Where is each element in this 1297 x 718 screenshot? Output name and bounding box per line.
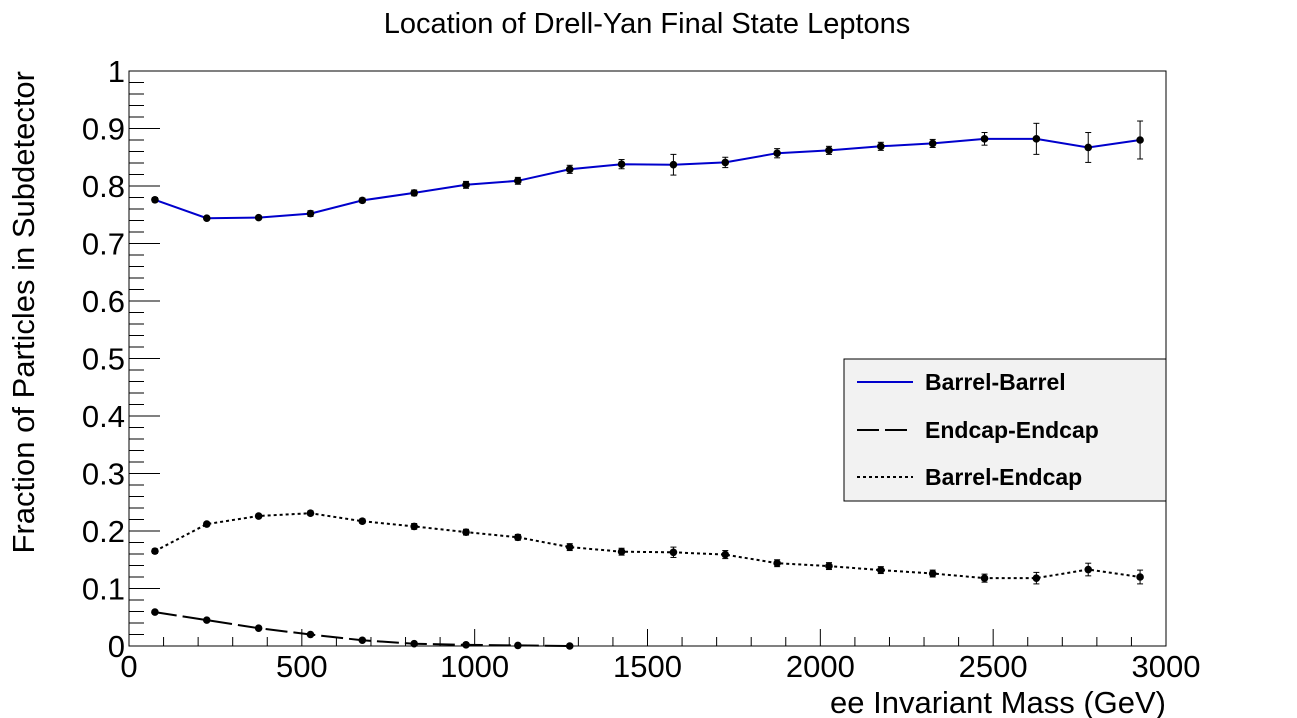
legend: Barrel-Barrel Endcap-Endcap Barrel-Endcap <box>843 358 1167 502</box>
series-line <box>154 512 1141 580</box>
data-point <box>151 608 159 616</box>
legend-label: Barrel-Endcap <box>925 464 1082 490</box>
data-point <box>358 196 367 205</box>
data-point <box>1084 565 1093 574</box>
data-point <box>565 543 574 551</box>
data-point <box>358 636 367 645</box>
y-tick-label: 0.6 <box>82 284 125 319</box>
data-point <box>462 181 470 189</box>
data-point <box>1136 136 1144 144</box>
series-barrel-endcap <box>151 509 1144 585</box>
y-axis-ticks: 0 0.1 0.2 0.3 0.4 0.5 0.6 0.7 0.8 0.9 1 <box>82 54 160 664</box>
data-point <box>514 533 522 542</box>
data-point <box>462 641 470 649</box>
data-point <box>254 624 263 632</box>
legend-label: Endcap-Endcap <box>925 417 1099 443</box>
series-barrel-barrel <box>151 120 1144 222</box>
data-point <box>410 522 418 531</box>
data-point <box>1136 573 1144 581</box>
x-tick-label: 2500 <box>959 649 1028 684</box>
y-tick-label: 0.8 <box>82 169 125 204</box>
y-tick-label: 0 <box>108 629 125 664</box>
data-point <box>617 547 626 556</box>
data-point <box>514 641 522 650</box>
chart-title: Location of Drell-Yan Final State Lepton… <box>384 8 911 40</box>
x-tick-label: 500 <box>276 649 328 684</box>
data-point <box>202 616 211 624</box>
data-point <box>151 196 159 204</box>
data-point <box>1032 135 1041 143</box>
data-point <box>151 547 159 555</box>
data-point <box>980 574 989 582</box>
y-tick-label: 0.1 <box>82 572 125 607</box>
x-tick-label: 2000 <box>786 649 855 684</box>
data-point <box>721 158 730 167</box>
data-point <box>306 630 315 639</box>
y-tick-label: 0.3 <box>82 457 125 492</box>
series-endcap-endcap <box>151 608 574 650</box>
data-point <box>462 528 470 536</box>
y-tick-label: 0.9 <box>82 112 125 147</box>
data-point <box>669 160 678 169</box>
data-point <box>565 642 574 650</box>
data-point <box>669 548 678 557</box>
legend-label: Barrel-Barrel <box>925 369 1066 395</box>
data-point <box>306 209 315 218</box>
y-tick-label: 0.2 <box>82 514 125 549</box>
data-point <box>928 139 937 148</box>
data-point <box>254 213 263 222</box>
data-point <box>721 550 730 559</box>
x-tick-label: 3000 <box>1132 649 1201 684</box>
data-point <box>877 142 885 151</box>
data-point <box>773 149 781 158</box>
series-line <box>154 137 1141 220</box>
data-point <box>877 566 885 574</box>
data-point <box>980 135 989 143</box>
y-tick-label: 1 <box>108 54 125 89</box>
data-point <box>410 639 418 648</box>
data-point <box>825 562 833 570</box>
x-tick-label: 0 <box>120 649 137 684</box>
x-axis-ticks: 0 500 1000 1500 2000 2500 3000 <box>120 629 1200 684</box>
data-point <box>928 569 937 578</box>
y-tick-label: 0.4 <box>82 399 125 434</box>
data-point <box>1032 574 1041 582</box>
x-tick-label: 1000 <box>440 649 509 684</box>
series-layer <box>151 120 1144 650</box>
y-axis-label: Fraction of Particles in Subdetector <box>6 71 41 553</box>
y-tick-label: 0.7 <box>82 227 125 262</box>
data-point <box>254 512 263 520</box>
y-tick-label: 0.5 <box>82 342 125 377</box>
data-point <box>306 509 315 517</box>
x-axis-label: ee Invariant Mass (GeV) <box>830 685 1166 718</box>
data-point <box>358 517 367 526</box>
data-point <box>617 160 626 168</box>
data-point <box>514 177 522 185</box>
data-point <box>773 559 781 567</box>
data-point <box>1084 143 1093 152</box>
data-point <box>202 520 211 528</box>
data-point <box>410 189 418 197</box>
x-tick-label: 1500 <box>613 649 682 684</box>
data-point <box>202 214 211 222</box>
data-point <box>565 165 574 174</box>
data-point <box>825 146 833 155</box>
